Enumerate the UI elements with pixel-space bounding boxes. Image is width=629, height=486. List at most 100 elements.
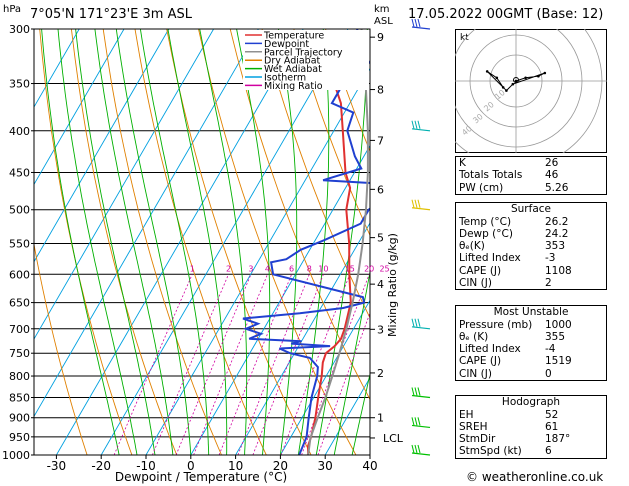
index-value: 61 [545, 420, 559, 433]
most-unstable-table: Most Unstable Pressure (mb) 1000 θₑ (K) 355 L… [455, 305, 607, 381]
index-name: CAPE (J) [459, 355, 502, 368]
mixing-ratio-label: 10 [318, 264, 328, 273]
hodograph-point [514, 79, 518, 83]
temperature-tick-label: 30 [318, 459, 333, 473]
mixing-ratio-line [301, 274, 370, 455]
table-row: Lifted Index -3 [456, 252, 606, 264]
index-value: 355 [545, 330, 566, 343]
pressure-tick-label: 650 [9, 297, 30, 310]
mixing-ratio-axis-label: Mixing Ratio (g/kg) [386, 233, 399, 337]
hodograph-unit-label: kt [460, 33, 469, 43]
height-unit-asl-label: ASL [374, 16, 393, 27]
table-row: PW (cm) 5.26 [456, 182, 606, 194]
legend-entry: Dry Adiabat [264, 56, 321, 67]
pressure-tick-label: 600 [9, 268, 30, 281]
wet-adiabat-line [94, 29, 174, 455]
index-name: StmDir [459, 433, 496, 446]
surface-table: Surface Temp (°C) 26.2 Dewp (°C) 24.2 θₑ(K) 35… [455, 202, 607, 291]
height-tick-label: LCL [383, 432, 404, 445]
mixing-ratio-line [317, 311, 370, 455]
height-tick-label: 8 [377, 84, 384, 97]
index-value: 0 [545, 367, 552, 380]
index-value: 26 [545, 157, 559, 169]
mixing-ratio-label: 20 [364, 264, 374, 273]
temperature-tick-label: -10 [136, 459, 156, 473]
indices-top-table: K 26 Totals Totals 46 PW (cm) 5.26 [455, 156, 607, 195]
wet-adiabat-line [351, 371, 370, 455]
index-name: CAPE (J) [459, 264, 502, 277]
hodograph-table: Hodograph EH 52 SREH 61 StmDir 187° StmSpd (kt)… [455, 395, 607, 459]
mixing-ratio-line [237, 274, 310, 455]
legend-entry: Dewpoint [264, 39, 309, 50]
mixing-ratio-label: 1 [190, 264, 195, 273]
height-tick-label: 3 [377, 323, 384, 336]
wind-barb [411, 18, 431, 30]
index-name: Lifted Index [459, 343, 521, 356]
datetime-title: 17.05.2022 00GMT (Base: 12) [408, 7, 604, 22]
hodograph-point [511, 82, 515, 86]
dry-adiabat-line [293, 29, 370, 237]
mixing-ratio-label: 25 [379, 264, 389, 273]
table-row: SREH 61 [456, 421, 606, 433]
index-name: θₑ (K) [459, 330, 489, 343]
mixing-ratio-line [193, 274, 268, 455]
index-value: 353 [545, 240, 566, 253]
isotherm-line [34, 29, 259, 418]
isotherm-line [100, 29, 349, 455]
wind-barb [411, 120, 431, 132]
series-parcel-trajectory [307, 29, 369, 455]
dry-adiabat-line [198, 29, 357, 455]
table-row: StmDir 187° [456, 433, 606, 445]
wind-barb [411, 417, 431, 429]
wet-adiabat-line [167, 29, 228, 455]
index-value: -3 [545, 252, 556, 265]
index-value: 5.26 [545, 181, 569, 194]
dry-adiabat-line [261, 29, 370, 319]
table-row: CIN (J) 2 [456, 277, 606, 289]
mixing-ratio-line [280, 274, 351, 455]
mixing-ratio-label: 15 [345, 264, 355, 273]
temperature-tick-label: -30 [47, 459, 67, 473]
index-value: 26.2 [545, 215, 569, 228]
mixing-ratio-label: 8 [307, 264, 312, 273]
copyright-footer: © weatheronline.co.uk [466, 470, 604, 484]
wet-adiabat-line [199, 29, 248, 455]
table-row: CAPE (J) 1519 [456, 355, 606, 367]
index-value: 1000 [545, 318, 572, 331]
table-row: CIN (J) 0 [456, 368, 606, 380]
index-value: 24.2 [545, 227, 569, 240]
pressure-tick-label: 300 [9, 23, 30, 36]
index-value: 1519 [545, 355, 572, 368]
height-tick-label: 7 [377, 134, 384, 147]
wet-adiabat-line [236, 29, 271, 455]
pressure-tick-label: 700 [9, 323, 30, 336]
temperature-tick-label: -20 [91, 459, 111, 473]
mixing-ratio-label: 2 [226, 264, 231, 273]
height-tick-label: 6 [377, 183, 384, 196]
wet-adiabat-line [75, 29, 156, 455]
legend-entry: Wet Adiabat [264, 64, 322, 75]
temperature-tick-label: 10 [228, 459, 243, 473]
storm-motion-marker [513, 77, 519, 83]
index-name: Dewp (°C) [459, 227, 513, 240]
dry-adiabat-line [39, 29, 133, 455]
legend-entry: Parcel Trajectory [264, 47, 343, 58]
plot-frame [33, 28, 371, 456]
location-title: 7°05'N 171°23'E 3m ASL [30, 7, 192, 22]
pressure-unit-label: hPa [3, 4, 22, 15]
index-value: 6 [545, 445, 552, 458]
pressure-tick-label: 1000 [2, 449, 30, 462]
table-row: EH 52 [456, 409, 606, 421]
index-value: 2 [545, 276, 552, 289]
wet-adiabat-line [115, 29, 192, 455]
pressure-tick-label: 800 [9, 370, 30, 383]
dry-adiabat-line [166, 29, 312, 455]
wet-adiabat-line [297, 29, 330, 455]
table-row: θₑ (K) 355 [456, 331, 606, 343]
table-title: Surface [510, 203, 551, 215]
mixing-ratio-line [175, 274, 252, 455]
temperature-tick-label: 0 [187, 459, 195, 473]
height-unit-label: km [374, 4, 390, 15]
wet-adiabat-line [277, 29, 298, 455]
